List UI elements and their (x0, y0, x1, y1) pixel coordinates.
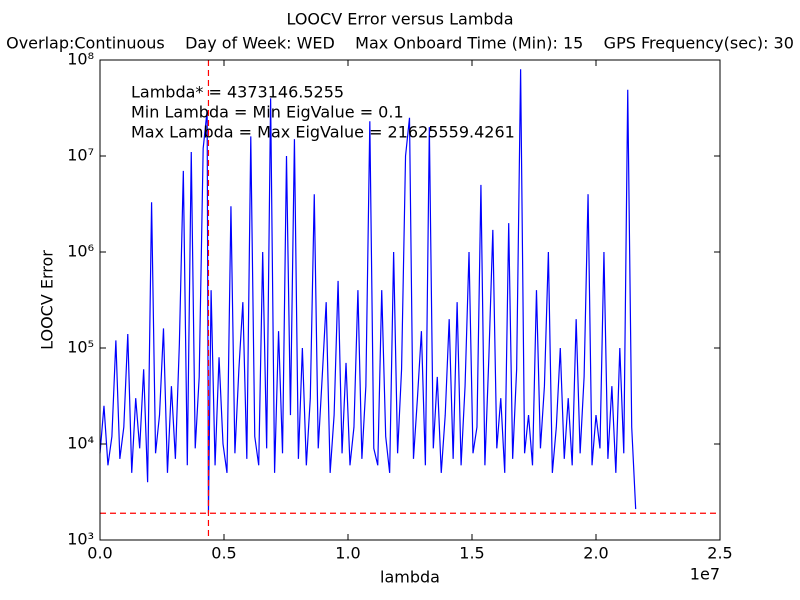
plot-frame (99, 59, 721, 541)
x-tick-label: 1.5 (459, 544, 484, 563)
x-tick-label: 2.5 (707, 544, 732, 563)
x-tick-label: 0.5 (211, 544, 236, 563)
chart-subtitle: Overlap:Continuous Day of Week: WED Max … (6, 34, 794, 53)
annotation: Max Lambda = Max EigValue = 21625559.426… (131, 123, 515, 142)
y-tick-label: 10³ (67, 530, 94, 549)
x-tick-label: 2.0 (583, 544, 608, 563)
y-tick-label: 10⁵ (67, 338, 94, 357)
x-offset-label: 1e7 (690, 565, 720, 584)
y-tick-label: 10⁷ (67, 146, 94, 165)
x-axis-label: lambda (380, 568, 440, 587)
x-tick-label: 0.0 (87, 544, 112, 563)
y-tick-label: 10⁶ (67, 242, 94, 261)
data-line (99, 69, 637, 514)
y-tick-label: 10⁴ (67, 434, 94, 453)
annotation: Lambda* = 4373146.5255 (131, 83, 344, 102)
annotation: Min Lambda = Min EigValue = 0.1 (131, 103, 404, 122)
chart-title: LOOCV Error versus Lambda (286, 10, 513, 29)
x-tick-label: 1.0 (335, 544, 360, 563)
y-tick-label: 10⁸ (67, 50, 94, 69)
y-axis-label: LOOCV Error (38, 250, 57, 350)
